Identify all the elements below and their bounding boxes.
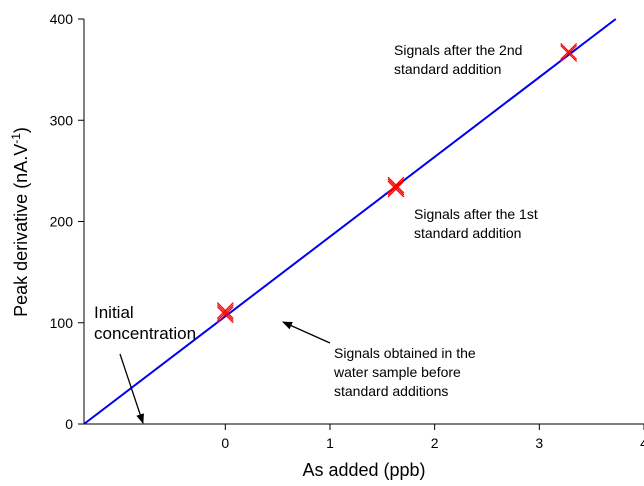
data-point-marker (387, 176, 405, 194)
x-tick-label: 3 (535, 435, 543, 451)
x-tick-label: 1 (326, 435, 334, 451)
y-tick-label: 0 (65, 416, 73, 432)
annotation-second-addition: Signals after the 2nd standard addition (394, 42, 526, 77)
y-tick-label: 200 (50, 214, 74, 230)
arrow-initial-concentration (119, 353, 144, 424)
annotation-initial-concentration: Initial concentration (94, 303, 196, 343)
y-ticks: 0 100 200 300 400 (50, 11, 84, 432)
y-tick-label: 300 (50, 112, 74, 128)
x-axis-title: As added (ppb) (302, 460, 425, 480)
annotation-water-sample: Signals obtained in the water sample bef… (333, 345, 480, 399)
data-point-marker (387, 178, 405, 196)
data-point-marker (216, 304, 234, 322)
y-tick-label: 400 (50, 11, 74, 27)
y-axis-title-superscript: -1 (9, 133, 23, 144)
x-tick-label: 0 (221, 435, 229, 451)
data-point-marker (560, 42, 578, 60)
y-axis-title: Peak derivative (nA.V-1) (9, 127, 31, 317)
regression-line (83, 18, 617, 425)
data-point-marker (387, 180, 405, 198)
data-point-marker (216, 306, 234, 324)
data-points (216, 42, 578, 324)
arrow-water-sample (282, 321, 331, 344)
data-point-marker (560, 45, 578, 62)
x-tick-label: 2 (431, 435, 439, 451)
x-tick-label: 4 (640, 435, 644, 451)
y-tick-label: 100 (50, 315, 74, 331)
x-ticks: 0 1 2 3 4 (221, 424, 644, 451)
data-point-marker (216, 302, 234, 320)
annotation-first-addition: Signals after the 1st standard addition (414, 206, 542, 241)
